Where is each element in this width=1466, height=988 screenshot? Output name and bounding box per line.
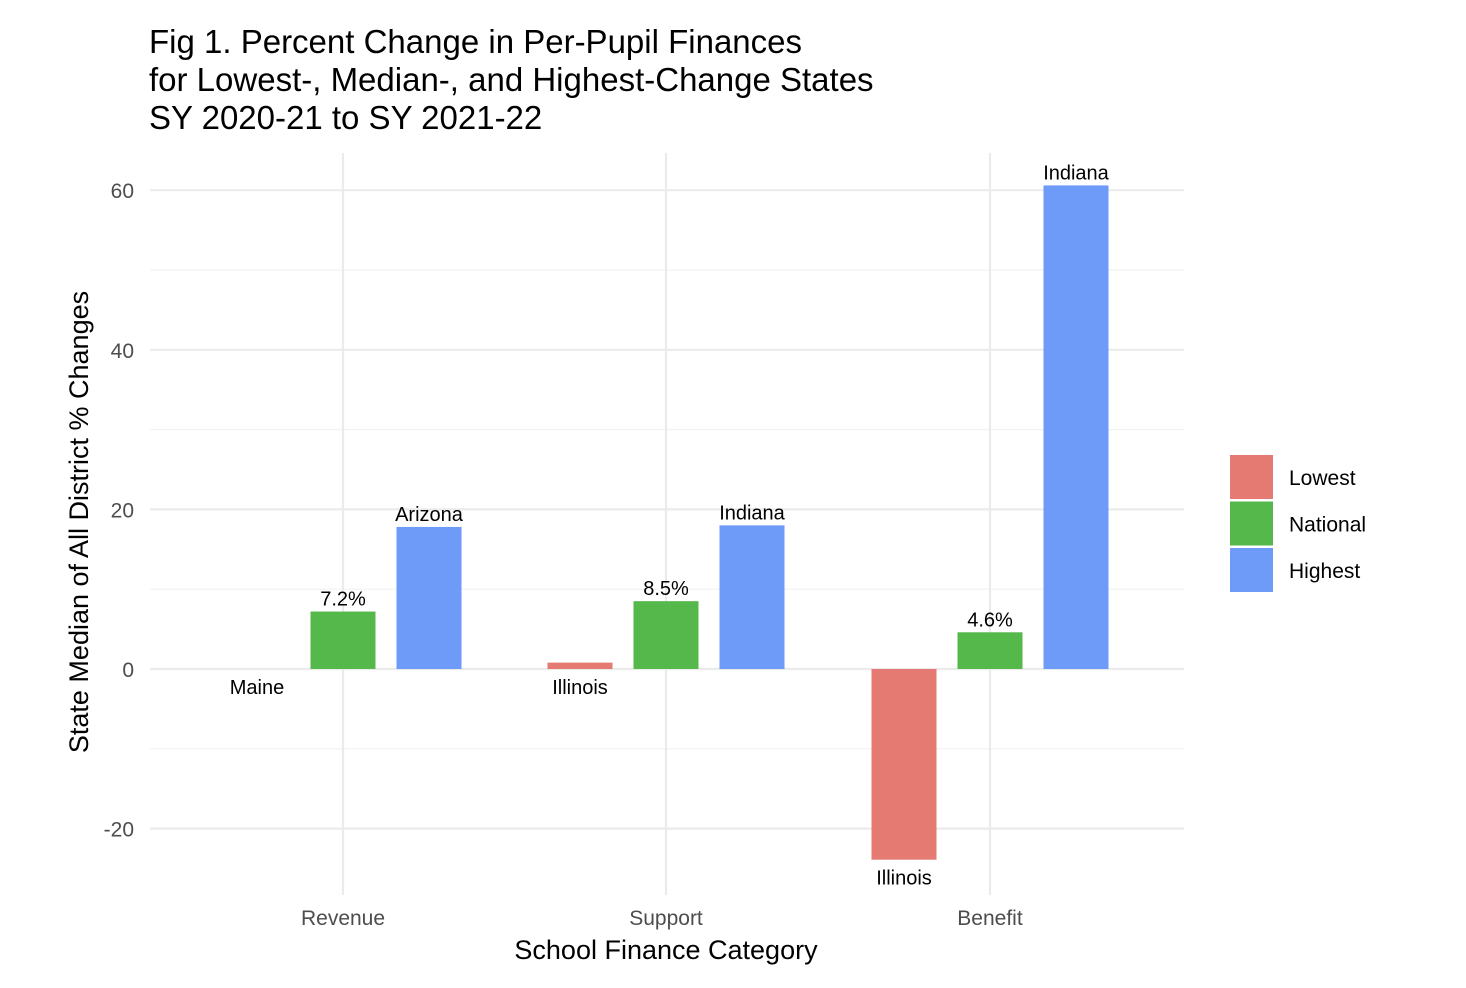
y-tick-label: 20 (111, 499, 134, 522)
data-label: Illinois (552, 677, 608, 699)
grid-layer (150, 153, 1184, 895)
bar-national (957, 632, 1023, 669)
y-tick-label: 0 (122, 659, 134, 682)
chart-title-line-2: for Lowest-, Median-, and Highest-Change… (149, 61, 874, 98)
y-tick-label: 40 (111, 340, 134, 363)
x-tick-label: Benefit (957, 907, 1023, 930)
data-label: 8.5% (643, 578, 689, 600)
legend-key-highest (1230, 548, 1273, 592)
data-label: Illinois (876, 868, 932, 890)
bar-highest (719, 525, 785, 669)
x-tick-label: Revenue (301, 907, 385, 930)
data-label: Maine (230, 677, 284, 699)
x-axis-title: School Finance Category (514, 935, 818, 965)
axis-layer: -20 0 20 40 60 Revenue Support Benefit (104, 180, 1023, 930)
data-label: 7.2% (320, 589, 366, 611)
legend-key-lowest (1230, 455, 1273, 499)
legend-key-national (1230, 501, 1273, 546)
y-tick-label: 60 (111, 180, 134, 203)
data-label: Arizona (395, 504, 464, 526)
bars-layer (224, 185, 1109, 860)
data-label: Indiana (1043, 162, 1109, 184)
bar-highest (396, 526, 462, 669)
chart-title-line-3: SY 2020-21 to SY 2021-22 (149, 99, 543, 136)
legend-label: Highest (1289, 560, 1360, 583)
data-label: Indiana (719, 502, 785, 524)
x-tick-label: Support (629, 907, 703, 930)
legend-label: Lowest (1289, 467, 1356, 490)
bar-highest (1043, 185, 1109, 670)
data-label: 4.6% (967, 609, 1013, 631)
data-labels-layer: Maine Illinois Illinois 7.2% 8.5% 4.6% Arizona… (230, 162, 1110, 889)
bar-national (633, 601, 699, 669)
bar-lowest (547, 662, 613, 669)
legend: Lowest National Highest (1230, 455, 1366, 592)
y-axis-title: State Median of All District % Changes (64, 291, 94, 753)
legend-label: National (1289, 514, 1366, 537)
y-tick-label: -20 (104, 819, 134, 842)
bar-lowest (871, 669, 937, 860)
chart-title-line-1: Fig 1. Percent Change in Per-Pupil Finan… (149, 23, 803, 60)
bar-national (310, 611, 376, 669)
